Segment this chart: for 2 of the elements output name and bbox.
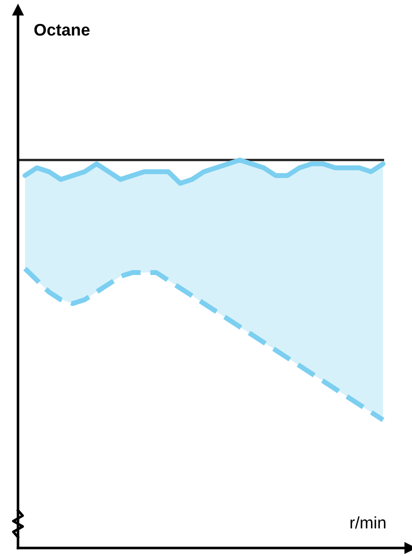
text: Octane (34, 24, 90, 36)
x-axis-title: r/min (350, 516, 386, 529)
